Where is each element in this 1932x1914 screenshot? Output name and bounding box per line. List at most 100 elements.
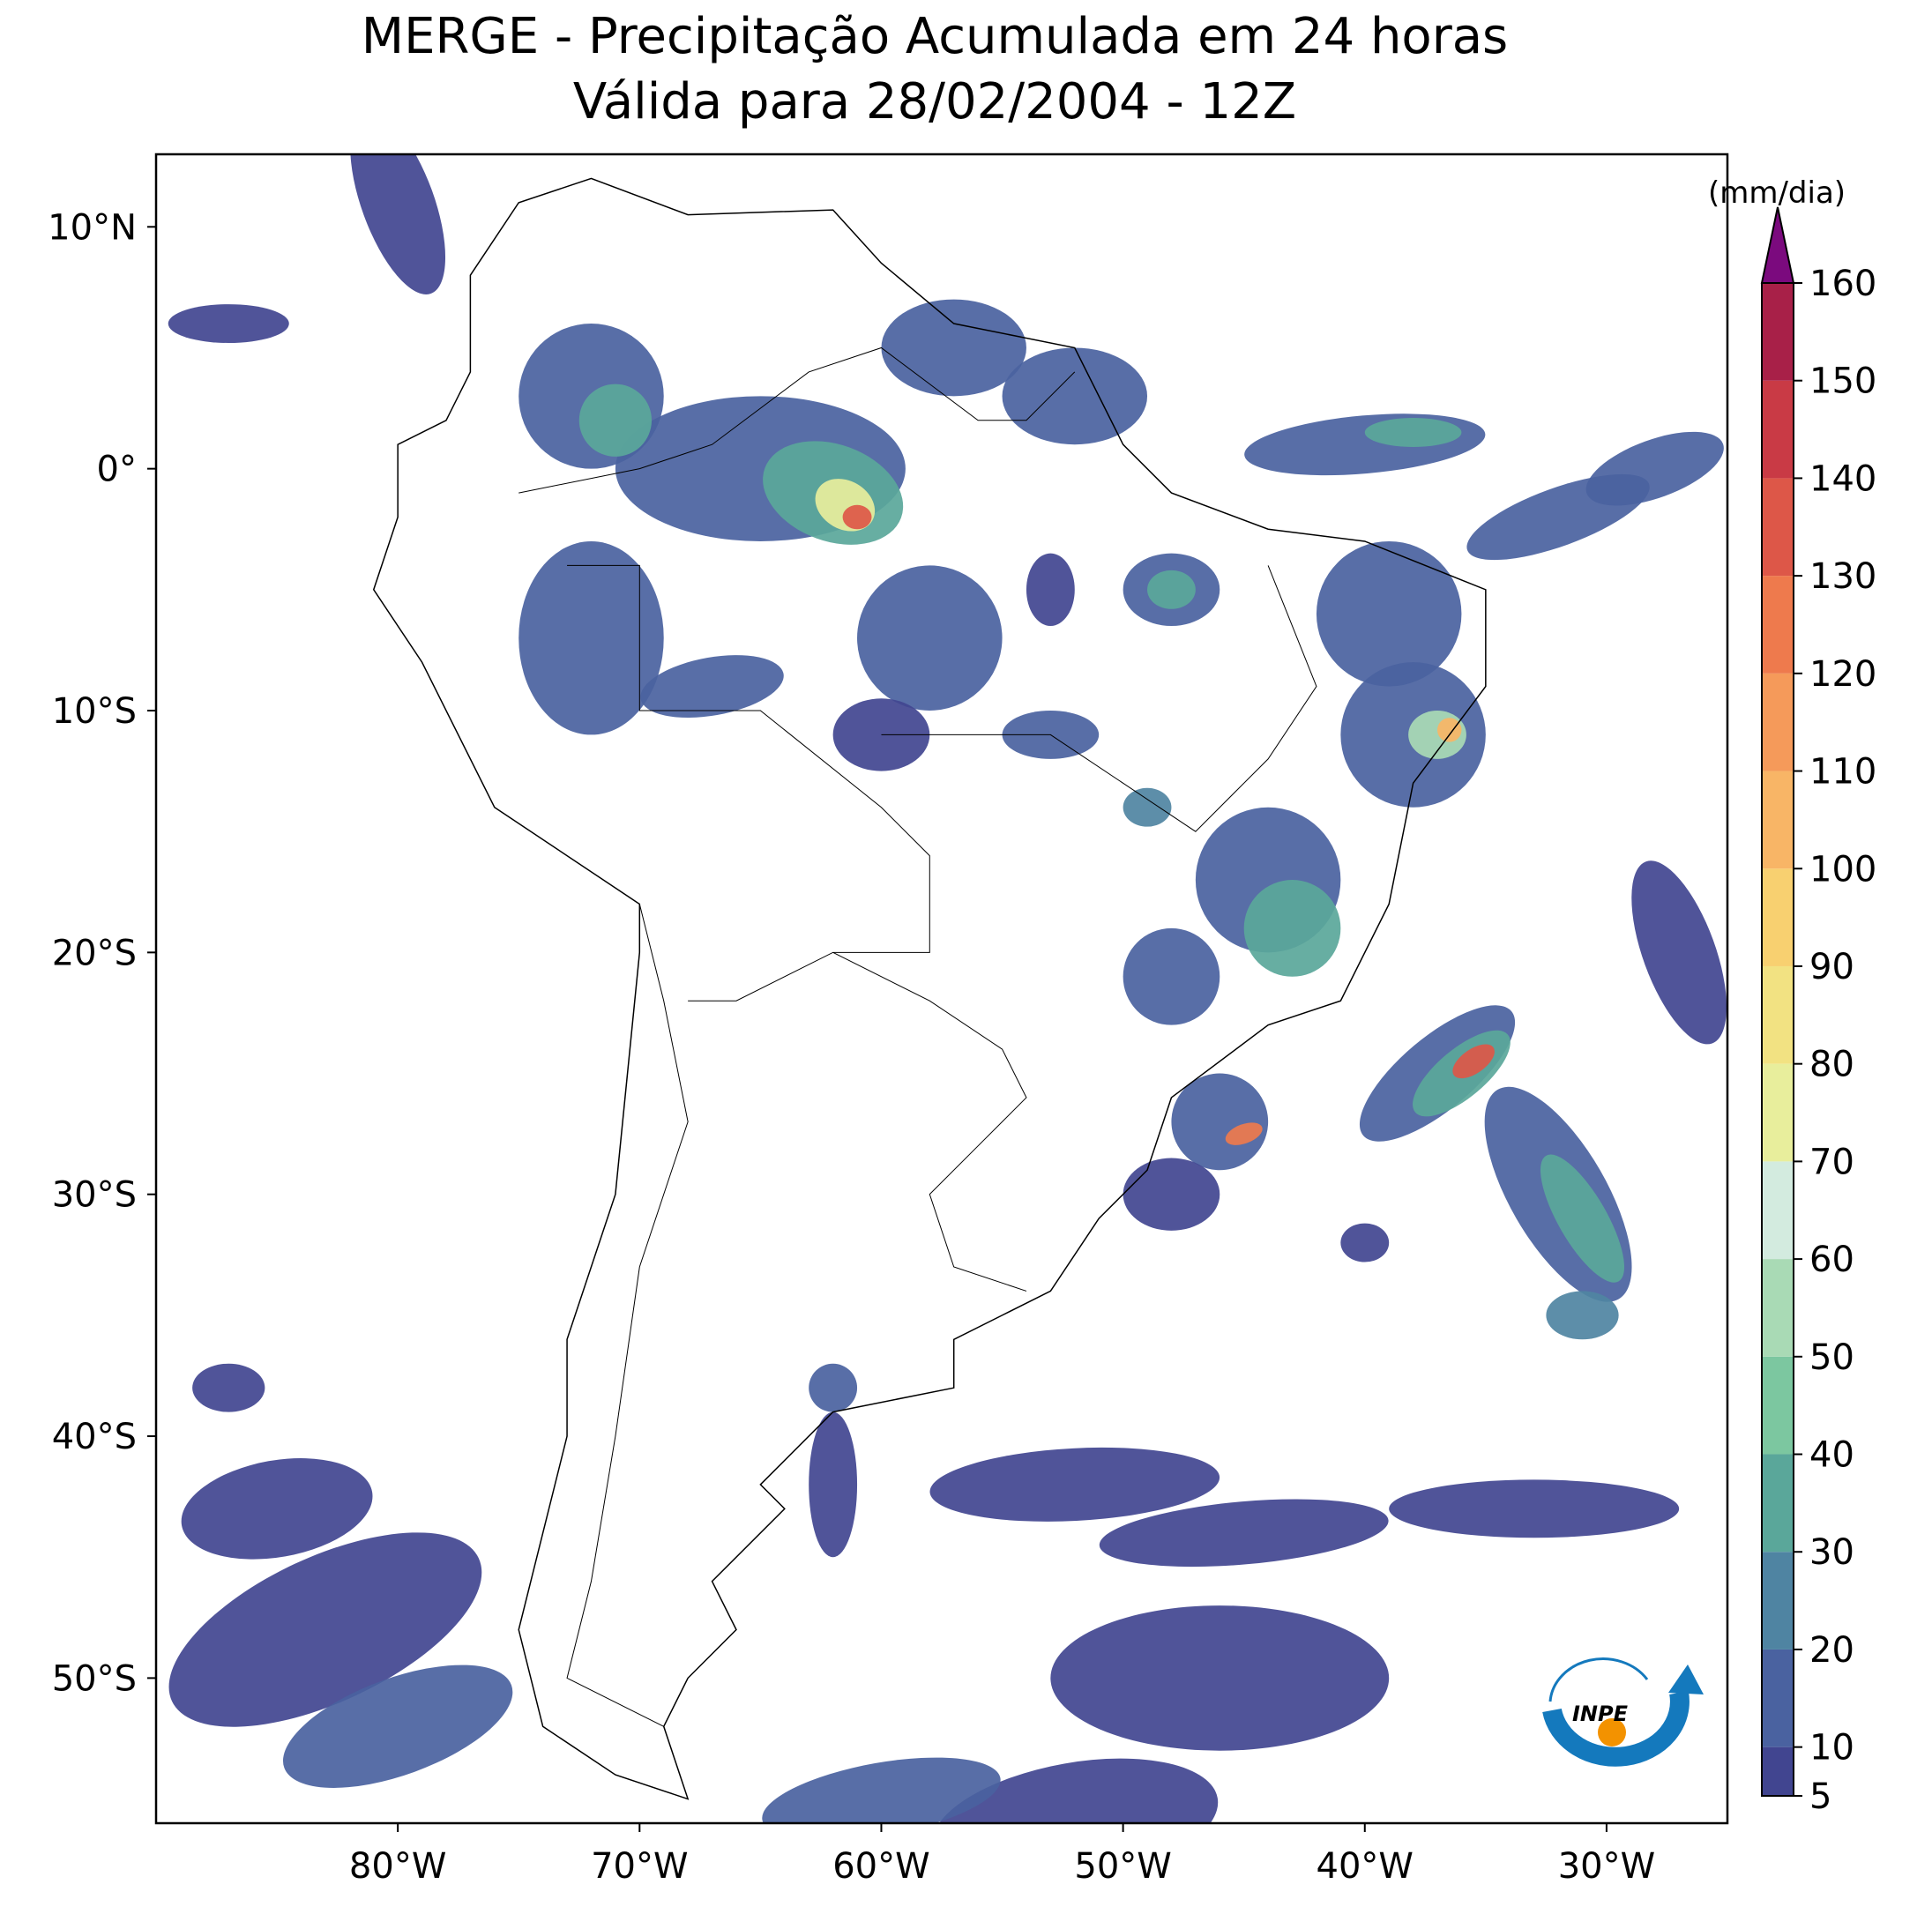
- logo-text: INPE: [1572, 1702, 1629, 1726]
- colorbar-segment: [1762, 1161, 1794, 1260]
- colorbar-segment: [1762, 868, 1794, 966]
- border: [518, 346, 1076, 494]
- colorbar-segment: [1762, 1063, 1794, 1162]
- colorbar-tick-label: 20: [1809, 1630, 1854, 1671]
- precip-area: [1123, 927, 1220, 1025]
- precip-area: [1437, 718, 1462, 742]
- precip-area: [168, 304, 289, 343]
- title-line-2: Válida para 28/02/2004 - 12Z: [573, 73, 1296, 130]
- precip-area: [1123, 787, 1172, 827]
- colorbar-segment: [1762, 1649, 1794, 1747]
- precip-area: [842, 504, 872, 530]
- colorbar-tick-label: 50: [1809, 1337, 1854, 1378]
- colorbar-tick-label: 60: [1809, 1240, 1854, 1280]
- map-content: [168, 154, 1727, 1823]
- precip-area: [1002, 347, 1148, 445]
- y-tick-label: 10°S: [52, 691, 137, 732]
- precip-area: [931, 1758, 1219, 1823]
- y-tick-label: 10°N: [48, 207, 137, 248]
- precip-area: [1050, 1605, 1390, 1751]
- colorbar-tick-label: 5: [1809, 1776, 1831, 1817]
- colorbar-tick-label: 40: [1809, 1435, 1854, 1476]
- precip-area: [762, 1757, 1001, 1823]
- colorbar-tick-label: 120: [1809, 654, 1876, 695]
- precip-area: [1123, 1158, 1220, 1231]
- precip-area: [1452, 1044, 1495, 1079]
- colorbar-tick-label: 70: [1809, 1142, 1854, 1182]
- precip-area: [181, 1458, 373, 1560]
- x-tick-label: 60°W: [832, 1846, 929, 1887]
- coastline: [372, 177, 1487, 1800]
- precip-area: [1099, 1499, 1389, 1568]
- precip-area: [929, 1447, 1220, 1522]
- precip-area: [640, 655, 784, 718]
- x-tick-label: 50°W: [1074, 1846, 1171, 1887]
- colorbar-extend: [1760, 206, 1795, 284]
- precip-area: [1243, 880, 1341, 977]
- colorbar-segment: [1762, 1552, 1794, 1650]
- x-tick-label: 80°W: [349, 1846, 446, 1887]
- colorbar-segment: [1762, 380, 1794, 479]
- x-tick-label: 30°W: [1558, 1846, 1655, 1887]
- precip-area: [1225, 1122, 1263, 1145]
- border: [832, 951, 1027, 1292]
- precip-area: [1147, 570, 1196, 609]
- colorbar-segment: [1762, 771, 1794, 869]
- precip-area: [1026, 553, 1075, 626]
- precip-area: [1364, 418, 1462, 447]
- precip-area: [1316, 540, 1462, 687]
- colorbar-tick-label: 100: [1809, 849, 1876, 890]
- precip-area: [282, 1665, 513, 1788]
- colorbar-segment: [1762, 673, 1794, 771]
- precip-area: [1546, 1291, 1619, 1340]
- colorbar-tick-label: 110: [1809, 752, 1876, 793]
- border: [566, 904, 689, 1727]
- precip-area: [1540, 1154, 1625, 1283]
- y-tick-label: 20°S: [52, 933, 137, 973]
- precip-area: [857, 565, 1003, 711]
- colorbar-segment: [1762, 283, 1794, 381]
- precip-area: [578, 384, 653, 457]
- colorbar-segment: [1762, 576, 1794, 674]
- colorbar-tick-label: 150: [1809, 361, 1876, 402]
- border: [881, 565, 1317, 832]
- title-line-1: MERGE - Precipitação Acumulada em 24 hor…: [362, 8, 1508, 65]
- colorbar-segment: [1762, 1454, 1794, 1553]
- precip-area: [1244, 413, 1486, 476]
- precip-area: [809, 1363, 858, 1412]
- map-frame: [154, 153, 1729, 1825]
- colorbar-segment: [1762, 1746, 1794, 1796]
- colorbar-frame: [1761, 282, 1794, 1797]
- colorbar-label: (mm/dia): [1708, 175, 1846, 211]
- border: [567, 564, 930, 1002]
- colorbar-tick-label: 160: [1809, 264, 1876, 304]
- y-tick-label: 40°S: [52, 1417, 137, 1457]
- colorbar-tick-label: 10: [1809, 1728, 1854, 1769]
- y-tick-label: 30°S: [52, 1175, 137, 1216]
- colorbar-segment: [1762, 1259, 1794, 1357]
- colorbar-segment: [1762, 478, 1794, 577]
- precip-area: [1585, 431, 1724, 506]
- colorbar-tick-label: 30: [1809, 1532, 1854, 1573]
- logo: INPE: [1542, 1657, 1704, 1767]
- precip-area: [1631, 860, 1727, 1045]
- precip-area: [518, 540, 664, 735]
- precip-area: [350, 154, 446, 294]
- precip-area: [1340, 1223, 1390, 1262]
- x-tick-label: 40°W: [1317, 1846, 1414, 1887]
- colorbar-tick-label: 90: [1809, 947, 1854, 987]
- precip-area: [1171, 1073, 1269, 1171]
- x-tick-label: 70°W: [591, 1846, 688, 1887]
- precip-area: [809, 1411, 858, 1558]
- precip-area: [168, 1532, 482, 1727]
- colorbar-tick-label: 80: [1809, 1045, 1854, 1085]
- colorbar-segment: [1762, 1356, 1794, 1455]
- colorbar-segment: [1762, 965, 1794, 1064]
- precip-area: [192, 1363, 265, 1412]
- y-tick-label: 50°S: [52, 1658, 137, 1699]
- y-tick-label: 0°: [97, 450, 137, 490]
- colorbar-tick-label: 140: [1809, 458, 1876, 499]
- precip-area: [1389, 1479, 1680, 1538]
- precip-area: [881, 299, 1026, 397]
